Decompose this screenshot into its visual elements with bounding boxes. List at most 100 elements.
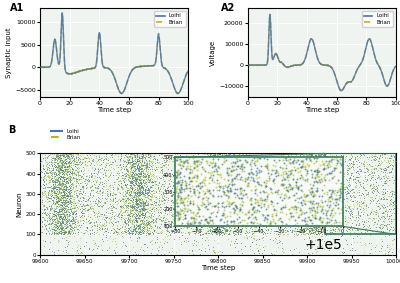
Point bbox=[58, 195, 64, 200]
Point bbox=[318, 198, 325, 202]
Point bbox=[174, 156, 180, 161]
Point bbox=[134, 183, 141, 187]
Point bbox=[197, 205, 204, 210]
Point bbox=[186, 220, 192, 224]
Point bbox=[132, 226, 138, 231]
Point bbox=[140, 163, 147, 168]
Point bbox=[225, 157, 231, 162]
Point bbox=[260, 228, 266, 233]
Point bbox=[374, 199, 380, 203]
Point bbox=[215, 162, 222, 166]
Point bbox=[86, 175, 92, 179]
Point bbox=[154, 240, 160, 244]
Point bbox=[129, 165, 135, 169]
Point bbox=[316, 230, 322, 235]
Point bbox=[151, 207, 157, 211]
Point bbox=[145, 231, 151, 235]
Point bbox=[162, 239, 168, 244]
Point bbox=[183, 169, 190, 173]
Point bbox=[239, 226, 245, 230]
Point bbox=[138, 159, 145, 164]
Point bbox=[380, 183, 386, 188]
Point bbox=[268, 157, 274, 162]
Point bbox=[313, 228, 320, 232]
Point bbox=[350, 230, 357, 235]
Point bbox=[206, 195, 212, 199]
Point bbox=[108, 220, 114, 224]
Point bbox=[262, 153, 268, 158]
Point bbox=[317, 213, 323, 218]
Point bbox=[195, 185, 201, 190]
Point bbox=[71, 159, 78, 164]
Point bbox=[212, 229, 218, 233]
Point bbox=[63, 167, 70, 171]
Point bbox=[301, 221, 308, 226]
Point bbox=[64, 154, 71, 159]
Point bbox=[126, 230, 132, 234]
Point bbox=[214, 153, 220, 158]
Point bbox=[132, 213, 139, 218]
Point bbox=[156, 181, 162, 186]
Point bbox=[303, 221, 310, 226]
Point bbox=[148, 220, 154, 225]
Point bbox=[216, 155, 222, 159]
Point bbox=[303, 197, 309, 201]
Point bbox=[128, 228, 134, 233]
Point bbox=[191, 222, 197, 226]
Point bbox=[99, 217, 106, 221]
Point bbox=[60, 159, 67, 164]
Point bbox=[74, 151, 81, 156]
Point bbox=[224, 201, 231, 206]
Point bbox=[66, 194, 72, 198]
Point bbox=[377, 196, 384, 200]
Point bbox=[314, 216, 320, 220]
Point bbox=[37, 195, 44, 200]
Point bbox=[366, 224, 372, 228]
Point bbox=[244, 158, 250, 163]
Point bbox=[112, 250, 118, 254]
Point bbox=[322, 181, 328, 186]
Point bbox=[140, 162, 146, 167]
Point bbox=[120, 194, 126, 198]
Point bbox=[103, 168, 109, 172]
Point bbox=[222, 229, 228, 233]
Point bbox=[63, 186, 70, 191]
Point bbox=[296, 222, 302, 226]
Point bbox=[48, 171, 54, 175]
Point bbox=[209, 185, 215, 189]
Point bbox=[382, 165, 388, 170]
Point bbox=[266, 154, 272, 158]
Point bbox=[205, 162, 212, 166]
Point bbox=[77, 196, 83, 200]
Point bbox=[64, 154, 71, 159]
Point bbox=[340, 171, 346, 175]
Point bbox=[388, 189, 395, 193]
Point bbox=[355, 209, 362, 214]
Point bbox=[128, 190, 135, 195]
Point bbox=[142, 222, 148, 226]
Point bbox=[67, 192, 73, 196]
Point bbox=[173, 219, 180, 224]
Point bbox=[131, 212, 138, 216]
Point bbox=[208, 190, 214, 194]
Point bbox=[73, 154, 79, 158]
Point bbox=[190, 168, 197, 172]
Point bbox=[367, 194, 373, 199]
Point bbox=[135, 227, 142, 232]
Point bbox=[55, 167, 61, 171]
Point bbox=[47, 191, 53, 196]
Point bbox=[322, 175, 329, 180]
Point bbox=[128, 183, 135, 187]
Point bbox=[307, 181, 314, 185]
Point bbox=[213, 195, 220, 199]
Point bbox=[323, 166, 329, 171]
Point bbox=[53, 165, 60, 169]
Point bbox=[64, 170, 70, 174]
Point bbox=[60, 153, 66, 157]
Point bbox=[304, 198, 310, 202]
Point bbox=[132, 194, 139, 199]
Point bbox=[316, 190, 322, 194]
Point bbox=[255, 179, 262, 183]
Point bbox=[252, 226, 259, 231]
Point bbox=[370, 185, 376, 189]
